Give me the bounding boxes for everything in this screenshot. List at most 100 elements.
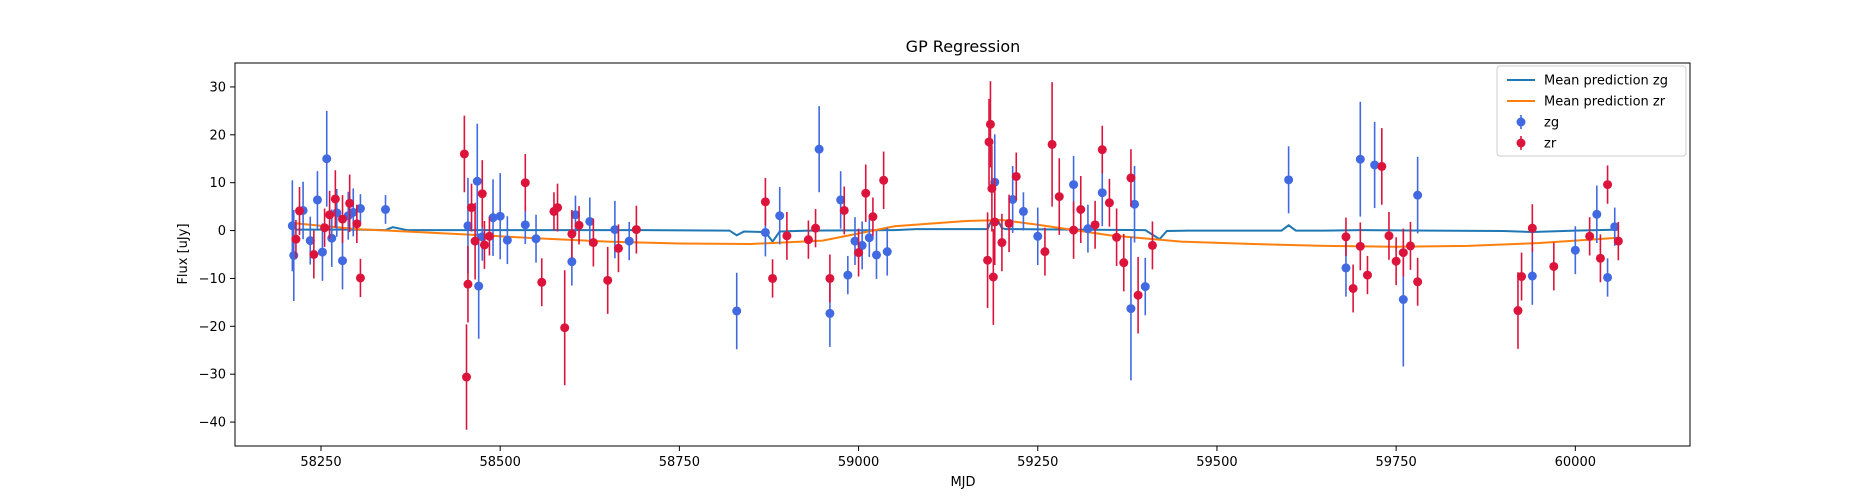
zr-point bbox=[574, 220, 584, 230]
zg-point bbox=[305, 236, 315, 246]
y-tick-label: −40 bbox=[199, 416, 226, 431]
y-tick-label: −30 bbox=[199, 368, 226, 383]
axes: 58250 58500 58750 59000 59250 59500 59750 60000… bbox=[199, 80, 1596, 470]
zr-point bbox=[463, 279, 473, 289]
x-tick-label: 58500 bbox=[480, 455, 521, 470]
zg-point bbox=[332, 208, 342, 218]
zr-point bbox=[1047, 139, 1057, 149]
zr-point bbox=[990, 217, 1000, 227]
legend-entry-label: Mean prediction zg bbox=[1544, 74, 1668, 89]
zr-point bbox=[1040, 247, 1050, 257]
zr-point bbox=[988, 272, 998, 282]
zr-point bbox=[1119, 258, 1129, 268]
series-line-2 bbox=[295, 218, 1619, 248]
zr-point bbox=[470, 236, 480, 246]
zg-point bbox=[1603, 272, 1613, 282]
y-tick-label: −10 bbox=[199, 272, 226, 287]
zr-point bbox=[1384, 231, 1394, 241]
y-tick-label: 30 bbox=[209, 80, 226, 95]
zg-point bbox=[1355, 154, 1365, 164]
zg-point bbox=[289, 250, 299, 260]
zr-point bbox=[1054, 192, 1064, 202]
zr-point bbox=[537, 277, 547, 287]
zr-point bbox=[484, 231, 494, 241]
zg-point bbox=[1284, 175, 1294, 185]
zg-point bbox=[825, 308, 835, 318]
zr-point bbox=[985, 119, 995, 129]
zg-point bbox=[871, 250, 881, 260]
zr-point bbox=[1112, 232, 1122, 242]
zg-point bbox=[1140, 282, 1150, 292]
x-tick-label: 60000 bbox=[1555, 455, 1596, 470]
zr-point bbox=[1613, 236, 1623, 246]
zr-point bbox=[1348, 283, 1358, 293]
zg-point bbox=[472, 176, 482, 186]
zr-point bbox=[479, 240, 489, 250]
x-tick-label: 59250 bbox=[1017, 455, 1058, 470]
zr-point bbox=[1513, 306, 1523, 316]
zg-point bbox=[287, 221, 297, 231]
zr-point bbox=[1355, 241, 1365, 251]
zr-point bbox=[295, 206, 305, 216]
zg-point bbox=[775, 211, 785, 221]
zg-point bbox=[1097, 188, 1107, 198]
x-tick-label: 59500 bbox=[1196, 455, 1237, 470]
zg-point bbox=[1083, 224, 1093, 234]
zr-point bbox=[352, 219, 362, 229]
zg-point bbox=[732, 306, 742, 316]
zr-point bbox=[1377, 161, 1387, 171]
zr-point bbox=[868, 212, 878, 222]
zr-point bbox=[1391, 256, 1401, 266]
zg-point bbox=[355, 204, 365, 214]
zg-point bbox=[531, 234, 541, 244]
x-tick-label: 59750 bbox=[1375, 455, 1416, 470]
zg-point bbox=[585, 216, 595, 226]
zr-point bbox=[320, 223, 330, 233]
chart-title: GP Regression bbox=[906, 37, 1021, 56]
zg-point bbox=[1570, 245, 1580, 255]
zg-point bbox=[495, 211, 505, 221]
zg-point bbox=[338, 256, 348, 266]
plot-frame bbox=[234, 62, 1691, 447]
zr-point bbox=[1413, 277, 1423, 287]
y-tick-label: 10 bbox=[209, 176, 226, 191]
zg-point bbox=[1527, 271, 1537, 281]
zr-point bbox=[309, 250, 319, 259]
zr-point bbox=[1133, 290, 1143, 300]
zr-point bbox=[760, 197, 770, 207]
zr-point bbox=[1549, 261, 1559, 271]
zr-point bbox=[1069, 225, 1079, 235]
zr-point bbox=[1517, 272, 1527, 282]
zr-point bbox=[567, 229, 577, 239]
zr-point bbox=[1527, 223, 1537, 233]
zr-point bbox=[997, 238, 1007, 248]
zg-point bbox=[760, 227, 770, 237]
zg-point bbox=[463, 221, 473, 231]
zr-point bbox=[1126, 173, 1136, 183]
zr-point bbox=[588, 238, 598, 248]
zr-point bbox=[325, 210, 335, 220]
zr-point bbox=[984, 137, 994, 147]
y-tick-label: 0 bbox=[218, 224, 226, 239]
zr-point bbox=[1405, 241, 1415, 251]
zg-point bbox=[1413, 190, 1423, 200]
zr-point bbox=[839, 205, 849, 215]
x-tick-label: 58250 bbox=[300, 455, 341, 470]
zr-point bbox=[1341, 232, 1351, 242]
zr-point bbox=[345, 198, 355, 208]
zr-point bbox=[1076, 204, 1086, 214]
zr-point bbox=[553, 203, 563, 213]
zr-point bbox=[355, 273, 365, 283]
zg-point bbox=[1126, 304, 1136, 314]
zg-point bbox=[502, 235, 512, 245]
zr-point bbox=[1097, 145, 1107, 155]
zg-point bbox=[857, 240, 867, 250]
zg-point bbox=[624, 236, 634, 246]
zg-point bbox=[836, 195, 846, 205]
zg-point bbox=[348, 207, 358, 217]
zr-point bbox=[330, 194, 340, 204]
zg-point bbox=[1610, 222, 1620, 232]
x-tick-label: 58750 bbox=[659, 455, 700, 470]
